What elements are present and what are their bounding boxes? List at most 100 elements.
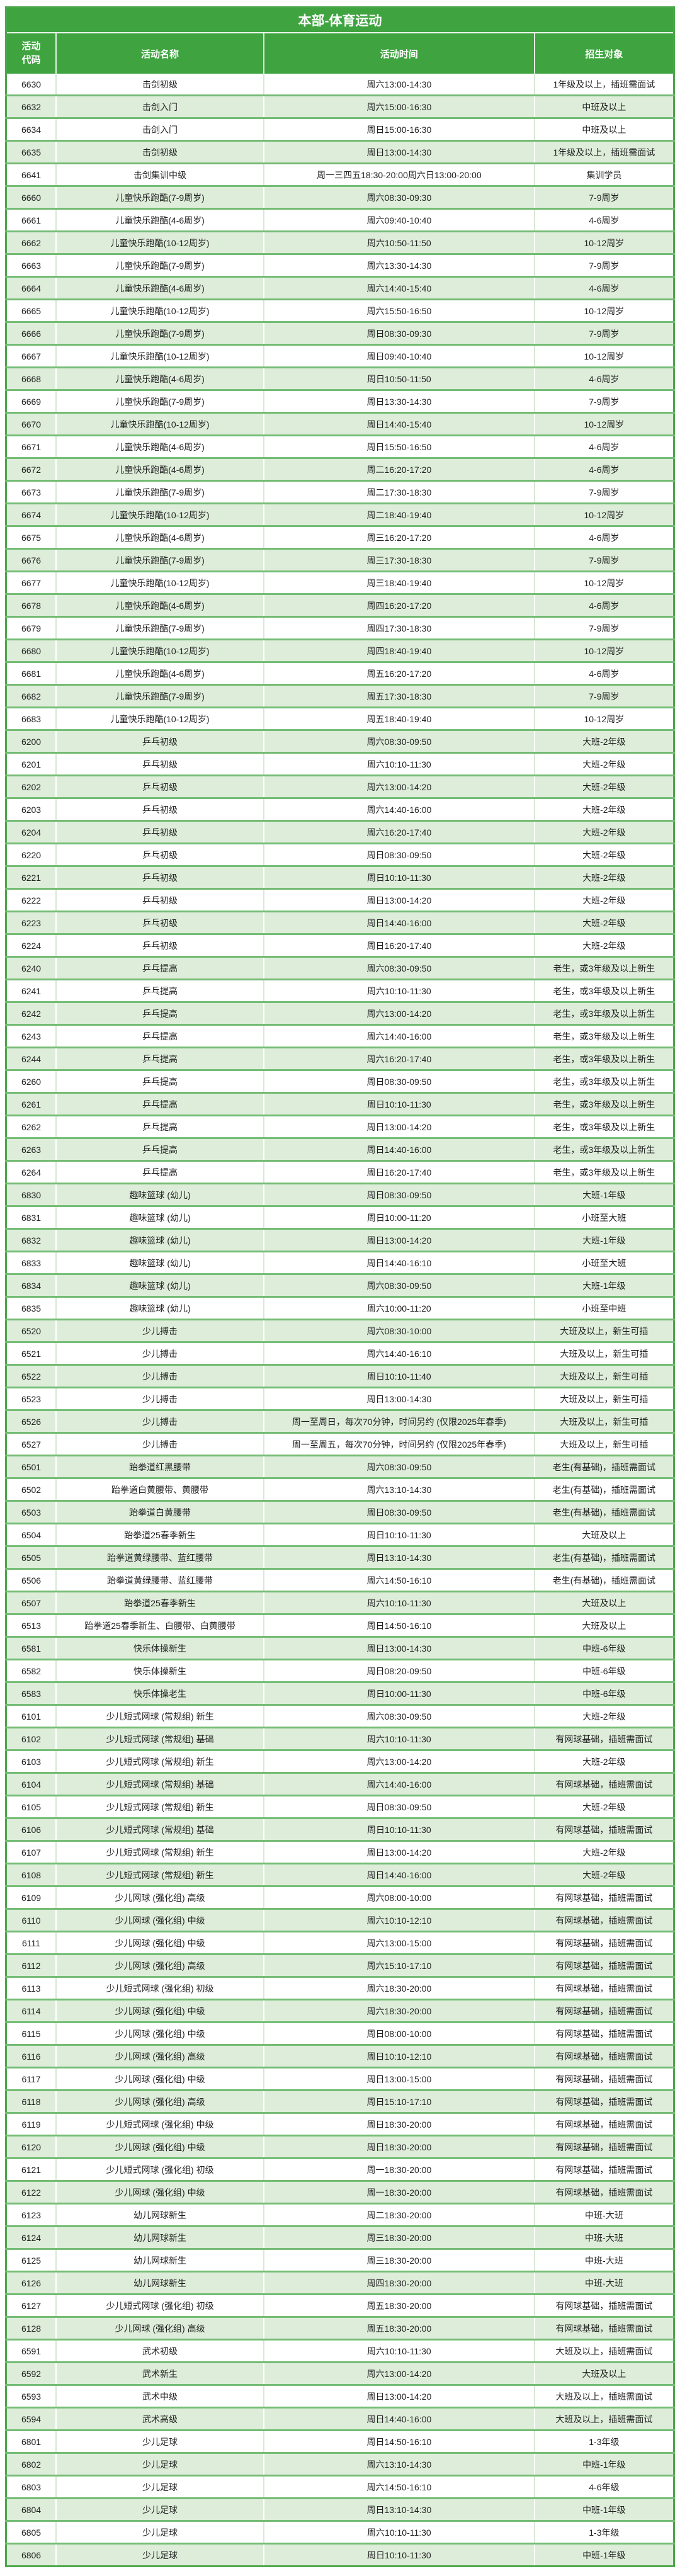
cell-enroll-target: 4-6周岁 — [533, 276, 674, 300]
cell-activity-code: 6127 — [6, 2294, 57, 2318]
cell-activity-code: 6674 — [6, 503, 57, 527]
cell-enroll-target: 有网球基础，插班需面试 — [533, 2090, 674, 2114]
cell-activity-name: 快乐体操老生 — [55, 1682, 264, 1706]
cell-activity-code: 6526 — [6, 1410, 57, 1434]
cell-activity-name: 儿童快乐跑酷(4-6周岁) — [55, 662, 264, 686]
table-row: 6106 少儿短式网球 (常规组) 基础 周日10:10-11:30 有网球基础… — [6, 1818, 674, 1842]
cell-activity-name: 少儿网球 (强化组) 中级 — [55, 2135, 264, 2159]
cell-activity-time: 周四18:30-20:00 — [263, 2271, 535, 2295]
cell-enroll-target: 有网球基础，插班需面试 — [533, 1999, 674, 2023]
cell-enroll-target: 大班-2年级 — [533, 1705, 674, 1728]
cell-activity-time: 周六10:10-11:30 — [263, 1591, 535, 1615]
cell-activity-time: 周六08:30-10:00 — [263, 1319, 535, 1343]
table-row: 6220 乒乓初级 周日08:30-09:50 大班-2年级 — [6, 843, 674, 867]
cell-activity-code: 6673 — [6, 480, 57, 504]
cell-enroll-target: 大班-2年级 — [533, 1795, 674, 1819]
table-row: 6679 儿童快乐跑酷(7-9周岁) 周四17:30-18:30 7-9周岁 — [6, 616, 674, 640]
cell-activity-code: 6116 — [6, 2045, 57, 2068]
table-row: 6641 击剑集训中级 周一三四五18:30-20:00周六日13:00-20:… — [6, 163, 674, 187]
cell-enroll-target: 大班-2年级 — [533, 820, 674, 844]
cell-activity-time: 周二18:30-20:00 — [263, 2203, 535, 2227]
table-row: 6513 跆拳道25春季新生、白腰带、白黄腰带 周日14:50-16:10 大班… — [6, 1614, 674, 1638]
cell-activity-code: 6244 — [6, 1047, 57, 1071]
cell-activity-code: 6801 — [6, 2430, 57, 2454]
cell-activity-code: 6113 — [6, 1977, 57, 2000]
table-row: 6244 乒乓提高 周六16:20-17:40 老生，或3年级及以上新生 — [6, 1047, 674, 1071]
col-header-activity-name: 活动名称 — [55, 33, 264, 74]
cell-activity-time: 周日14:40-16:00 — [263, 911, 535, 935]
cell-activity-name: 趣味篮球 (幼儿) — [55, 1228, 264, 1252]
cell-activity-code: 6832 — [6, 1228, 57, 1252]
cell-activity-time: 周二18:40-19:40 — [263, 503, 535, 527]
cell-activity-code: 6501 — [6, 1455, 57, 1479]
cell-activity-code: 6683 — [6, 707, 57, 731]
cell-activity-time: 周六13:10-14:30 — [263, 1478, 535, 1502]
cell-activity-code: 6118 — [6, 2090, 57, 2114]
cell-enroll-target: 10-12周岁 — [533, 503, 674, 527]
cell-activity-code: 6108 — [6, 1863, 57, 1887]
cell-activity-name: 少儿短式网球 (常规组) 基础 — [55, 1727, 264, 1751]
cell-activity-name: 乒乓提高 — [55, 1138, 264, 1162]
cell-activity-name: 少儿短式网球 (强化组) 中级 — [55, 2113, 264, 2136]
cell-enroll-target: 10-12周岁 — [533, 571, 674, 595]
table-row: 6264 乒乓提高 周日16:20-17:40 老生，或3年级及以上新生 — [6, 1160, 674, 1184]
cell-activity-code: 6110 — [6, 1909, 57, 1932]
cell-activity-code: 6221 — [6, 866, 57, 890]
cell-activity-time: 周六10:10-11:30 — [263, 2521, 535, 2545]
cell-activity-code: 6634 — [6, 118, 57, 142]
cell-activity-code: 6802 — [6, 2453, 57, 2477]
cell-enroll-target: 1年级及以上，插班需面试 — [533, 74, 674, 96]
cell-activity-code: 6682 — [6, 684, 57, 708]
cell-activity-time: 周日10:10-11:30 — [263, 1092, 535, 1116]
cell-activity-code: 6662 — [6, 231, 57, 255]
cell-activity-code: 6222 — [6, 888, 57, 912]
table-row: 6526 少儿搏击 周一至周日，每次70分钟，时间另约 (仅限2025年春季) … — [6, 1410, 674, 1434]
cell-activity-name: 趣味篮球 (幼儿) — [55, 1183, 264, 1207]
cell-activity-time: 周日10:50-11:50 — [263, 367, 535, 391]
cell-activity-name: 少儿搏击 — [55, 1365, 264, 1388]
cell-activity-time: 周六14:40-15:40 — [263, 276, 535, 300]
cell-enroll-target: 中班-1年级 — [533, 2453, 674, 2477]
cell-activity-name: 儿童快乐跑酷(7-9周岁) — [55, 548, 264, 572]
table-row: 6261 乒乓提高 周日10:10-11:30 老生，或3年级及以上新生 — [6, 1092, 674, 1116]
cell-enroll-target: 7-9周岁 — [533, 390, 674, 414]
table-row: 6804 少儿足球 周日13:10-14:30 中班-1年级 — [6, 2498, 674, 2522]
table-row: 6263 乒乓提高 周日14:40-16:00 老生，或3年级及以上新生 — [6, 1138, 674, 1162]
col-header-activity-time: 活动时间 — [263, 33, 535, 74]
cell-activity-time: 周日10:00-11:20 — [263, 1206, 535, 1230]
cell-activity-time: 周六10:10-11:30 — [263, 979, 535, 1003]
table-row: 6582 快乐体操新生 周日08:20-09:50 中班-6年级 — [6, 1659, 674, 1683]
table-row: 6503 跆拳道白黄腰带 周日08:30-09:50 老生(有基础)，插班需面试 — [6, 1501, 674, 1524]
cell-activity-time: 周日14:40-16:00 — [263, 1138, 535, 1162]
cell-activity-name: 少儿短式网球 (常规组) 新生 — [55, 1841, 264, 1864]
cell-activity-name: 儿童快乐跑酷(4-6周岁) — [55, 435, 264, 459]
cell-enroll-target: 4-6周岁 — [533, 208, 674, 232]
cell-activity-time: 周六08:00-10:00 — [263, 1886, 535, 1910]
cell-enroll-target: 有网球基础，插班需面试 — [533, 2067, 674, 2091]
cell-activity-time: 周六13:00-14:30 — [263, 74, 535, 96]
cell-activity-code: 6641 — [6, 163, 57, 187]
cell-activity-time: 周六08:30-09:50 — [263, 956, 535, 980]
cell-activity-code: 6202 — [6, 775, 57, 799]
cell-activity-code: 6502 — [6, 1478, 57, 1502]
table-row: 6677 儿童快乐跑酷(10-12周岁) 周三18:40-19:40 10-12… — [6, 571, 674, 595]
table-row: 6583 快乐体操老生 周日10:00-11:30 中班-6年级 — [6, 1682, 674, 1706]
table-row: 6223 乒乓初级 周日14:40-16:00 大班-2年级 — [6, 911, 674, 935]
cell-activity-code: 6124 — [6, 2226, 57, 2250]
cell-activity-name: 乒乓提高 — [55, 1092, 264, 1116]
cell-activity-time: 周六14:50-16:10 — [263, 1569, 535, 1592]
cell-activity-code: 6128 — [6, 2317, 57, 2341]
cell-enroll-target: 有网球基础，插班需面试 — [533, 1909, 674, 1932]
cell-activity-name: 跆拳道25春季新生 — [55, 1523, 264, 1547]
cell-activity-code: 6835 — [6, 1297, 57, 1320]
cell-activity-code: 6201 — [6, 752, 57, 776]
cell-activity-code: 6677 — [6, 571, 57, 595]
table-row: 6683 儿童快乐跑酷(10-12周岁) 周五18:40-19:40 10-12… — [6, 707, 674, 731]
table-row: 6630 击剑初级 周六13:00-14:30 1年级及以上，插班需面试 — [6, 74, 674, 96]
table-row: 6122 少儿网球 (强化组) 中级 周一18:30-20:00 有网球基础，插… — [6, 2181, 674, 2204]
cell-enroll-target: 7-9周岁 — [533, 186, 674, 210]
table-row: 6593 武术中级 周日13:00-14:20 大班及以上，插班需面试 — [6, 2385, 674, 2409]
cell-activity-name: 少儿网球 (强化组) 中级 — [55, 1931, 264, 1955]
col-header-enroll-target: 招生对象 — [533, 33, 674, 74]
cell-enroll-target: 7-9周岁 — [533, 480, 674, 504]
